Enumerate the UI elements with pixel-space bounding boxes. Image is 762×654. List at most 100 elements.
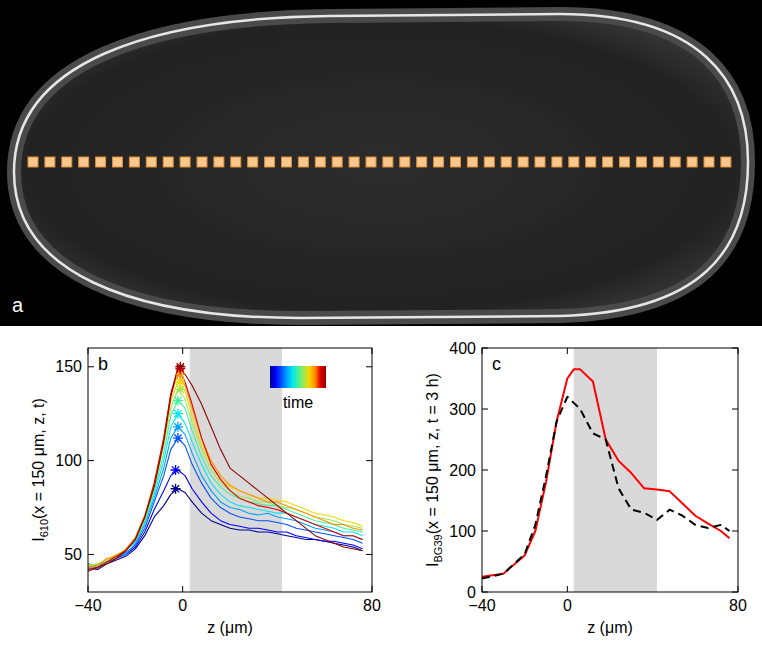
sample-square — [569, 157, 579, 167]
data-group — [88, 348, 363, 592]
x-tick-label: −40 — [74, 597, 101, 614]
star-marker — [175, 362, 185, 372]
star-marker — [173, 396, 183, 406]
sample-square — [636, 157, 646, 167]
embryo-body — [14, 14, 748, 318]
image-background — [0, 0, 762, 326]
star-marker — [171, 484, 181, 494]
sample-square — [417, 157, 427, 167]
sample-square — [79, 157, 89, 167]
figure: a −40 0 80 50 100 150 z (μm) I610(x = 150 μm, z,… — [0, 0, 762, 654]
sample-square — [451, 157, 461, 167]
y-axis-title-part: (x = 150 μm, z, t) — [30, 398, 47, 519]
sample-square — [687, 157, 697, 167]
y-tick — [732, 348, 738, 349]
series-line — [88, 369, 363, 570]
chart-panel: −400800100200300400z (μm)IBG39(x = 150 μ… — [424, 340, 747, 637]
sample-square — [62, 157, 72, 167]
sample-square — [265, 157, 275, 167]
star-marker — [173, 422, 183, 432]
sample-square — [163, 157, 173, 167]
x-tick-label: 80 — [729, 597, 747, 614]
y-tick — [482, 348, 488, 349]
axes-frame — [482, 348, 738, 592]
x-tick — [372, 586, 373, 592]
sample-square — [96, 157, 106, 167]
star-marker — [171, 465, 181, 475]
x-tick — [182, 586, 183, 592]
shaded-band — [190, 348, 282, 592]
y-tick — [732, 592, 738, 593]
plot-background — [482, 348, 738, 592]
sample-square — [603, 157, 613, 167]
sample-square — [349, 157, 359, 167]
sample-square — [586, 157, 596, 167]
y-axis-title: IBG39(x = 150 μm, z, t = 3 h) — [424, 373, 444, 567]
x-tick — [482, 586, 483, 592]
sample-square — [620, 157, 630, 167]
sample-square — [332, 157, 342, 167]
y-tick — [482, 531, 488, 532]
panel-label: b — [98, 354, 108, 374]
panel-a: a — [0, 0, 762, 326]
x-axis-title: z (μm) — [587, 619, 633, 636]
y-tick — [366, 554, 372, 555]
star-marker — [173, 433, 183, 443]
plot-background — [88, 348, 372, 592]
x-tick — [88, 586, 89, 592]
y-tick — [366, 366, 372, 367]
panel-label: a — [12, 294, 24, 316]
y-tick-label: 50 — [64, 546, 82, 563]
sample-square — [113, 157, 123, 167]
sample-square — [298, 157, 308, 167]
y-tick — [732, 531, 738, 532]
x-tick — [88, 348, 89, 354]
sample-square — [400, 157, 410, 167]
x-tick — [372, 348, 373, 354]
sample-square — [248, 157, 258, 167]
y-tick-label: 100 — [55, 452, 82, 469]
series-line — [88, 367, 363, 572]
sample-square — [653, 157, 663, 167]
x-tick — [182, 348, 183, 354]
y-axis-title: I610(x = 150 μm, z, t) — [30, 398, 50, 542]
sample-square — [366, 157, 376, 167]
panel-label: c — [492, 354, 501, 374]
sample-square — [282, 157, 292, 167]
y-tick — [88, 366, 94, 367]
sample-square — [180, 157, 190, 167]
y-tick — [482, 409, 488, 410]
y-tick-label: 400 — [449, 340, 476, 357]
colorbar — [270, 366, 326, 388]
y-axis-title-part: (x = 150 μm, z, t = 3 h) — [424, 373, 441, 534]
sample-square — [670, 157, 680, 167]
y-tick — [482, 592, 488, 593]
colorbar-label: time — [283, 394, 313, 411]
y-tick-label: 300 — [449, 401, 476, 418]
sample-square — [501, 157, 511, 167]
y-tick-label: 200 — [449, 462, 476, 479]
y-tick — [482, 470, 488, 471]
sample-square — [704, 157, 714, 167]
y-axis-title-sub: BG39 — [432, 534, 444, 562]
y-tick-label: 150 — [55, 358, 82, 375]
x-tick-label: 80 — [363, 597, 381, 614]
x-tick-label: 0 — [563, 597, 572, 614]
star-marker — [173, 409, 183, 419]
y-tick-label: 0 — [467, 584, 476, 601]
x-tick — [567, 348, 568, 354]
sample-square — [45, 157, 55, 167]
sample-square — [434, 157, 444, 167]
x-tick-label: 0 — [178, 597, 187, 614]
sample-square — [28, 157, 38, 167]
x-axis-title: z (μm) — [207, 619, 253, 636]
series-line — [88, 414, 363, 566]
sample-square — [518, 157, 528, 167]
x-tick — [738, 348, 739, 354]
shaded-band — [574, 348, 657, 592]
data-group — [482, 348, 729, 592]
embryo-outline — [14, 14, 748, 318]
sample-square — [231, 157, 241, 167]
x-tick — [738, 586, 739, 592]
series-line — [88, 389, 363, 567]
